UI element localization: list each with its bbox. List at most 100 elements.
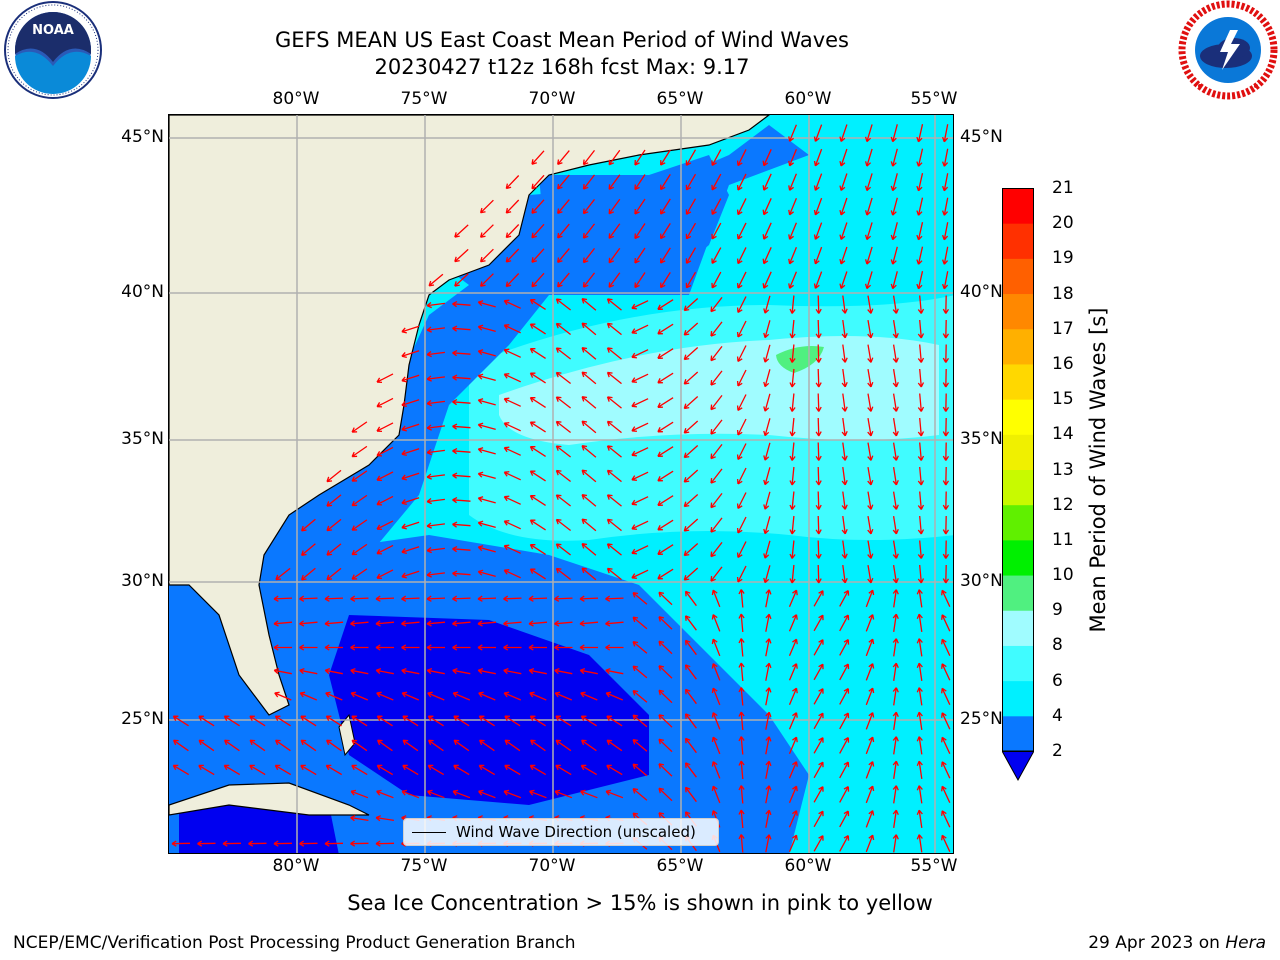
direction-arrow	[401, 521, 420, 530]
direction-arrow	[865, 785, 875, 804]
footer-date: 29 Apr 2023 on Hera	[1088, 933, 1266, 953]
direction-arrow	[478, 789, 496, 799]
direction-arrow	[710, 468, 723, 484]
direction-arrow	[605, 595, 624, 602]
direction-arrow	[916, 638, 923, 657]
direction-arrow	[710, 419, 723, 435]
direction-arrow	[789, 540, 796, 559]
colorbar-under-extension	[1002, 750, 1034, 782]
direction-arrow	[477, 300, 496, 308]
direction-arrow	[634, 174, 646, 191]
direction-arrow	[658, 714, 673, 728]
direction-arrow	[765, 809, 772, 828]
direction-arrow	[631, 471, 649, 481]
direction-arrow	[867, 540, 874, 559]
direction-arrow	[736, 565, 747, 583]
direction-arrow	[273, 620, 293, 627]
direction-arrow	[581, 396, 597, 409]
direction-arrow	[581, 469, 597, 483]
direction-arrow	[839, 614, 850, 632]
colorbar-tick: 8	[1052, 635, 1063, 656]
direction-arrow	[478, 691, 496, 701]
direction-arrow	[401, 448, 420, 457]
direction-arrow	[426, 546, 445, 554]
direction-arrow	[765, 613, 772, 632]
direction-arrow	[660, 198, 671, 215]
direction-arrow	[890, 148, 898, 167]
direction-arrow	[657, 372, 674, 384]
direction-arrow	[657, 446, 674, 457]
map-canvas	[169, 115, 953, 853]
direction-arrow	[660, 174, 671, 191]
direction-arrow	[631, 545, 649, 555]
direction-arrow	[529, 715, 546, 727]
direction-arrow	[505, 199, 520, 214]
direction-arrow	[173, 739, 189, 752]
direction-arrow	[452, 448, 471, 455]
direction-arrow	[658, 591, 673, 606]
direction-arrow	[941, 589, 951, 607]
direction-arrow	[608, 247, 621, 264]
direction-arrow	[580, 789, 598, 799]
direction-arrow	[684, 786, 697, 803]
direction-arrow	[503, 520, 521, 530]
direction-arrow	[631, 349, 649, 359]
direction-arrow	[557, 272, 570, 288]
direction-arrow	[942, 442, 950, 461]
direction-arrow	[580, 715, 597, 727]
direction-arrow	[529, 494, 546, 506]
direction-arrow	[428, 273, 444, 287]
colorbar-bin	[1002, 680, 1034, 717]
direction-arrow	[172, 715, 189, 727]
direction-arrow	[581, 371, 597, 385]
direction-arrow	[606, 494, 622, 507]
direction-arrow	[865, 712, 875, 730]
direction-arrow	[557, 199, 570, 215]
direction-arrow	[711, 663, 721, 681]
direction-arrow	[606, 445, 622, 458]
direction-arrow	[710, 346, 723, 362]
direction-arrow	[606, 543, 622, 556]
direction-arrow	[865, 736, 875, 755]
lon-tick-top: 75°W	[400, 89, 448, 109]
direction-arrow	[402, 715, 419, 727]
direction-arrow	[813, 590, 824, 607]
direction-arrow	[892, 442, 899, 461]
direction-arrow	[555, 298, 571, 311]
direction-arrow	[841, 540, 848, 559]
direction-arrow	[890, 124, 898, 143]
lon-tick-bottom: 55°W	[910, 856, 958, 876]
direction-arrow	[841, 344, 848, 363]
direction-arrow	[789, 393, 796, 412]
colorbar-tick: 21	[1052, 178, 1074, 198]
direction-arrow	[765, 662, 772, 681]
direction-arrow	[632, 592, 648, 605]
direction-arrow	[376, 520, 394, 531]
direction-arrow	[426, 644, 445, 651]
direction-arrow	[815, 540, 822, 559]
direction-arrow	[529, 396, 546, 408]
direction-arrow	[632, 714, 648, 728]
direction-arrow	[554, 691, 573, 701]
direction-arrow	[942, 319, 950, 339]
direction-arrow	[579, 595, 599, 602]
direction-arrow	[813, 761, 824, 779]
direction-arrow	[684, 713, 697, 729]
colorbar-tick: 12	[1052, 494, 1074, 515]
direction-arrow	[631, 324, 649, 334]
direction-arrow	[375, 644, 394, 651]
direction-arrow	[765, 760, 772, 779]
direction-arrow	[503, 324, 521, 334]
direction-arrow	[813, 271, 823, 289]
legend-label: Wind Wave Direction (unscaled)	[456, 823, 696, 841]
direction-arrow	[579, 644, 598, 651]
direction-arrow	[738, 834, 745, 853]
direction-arrow	[273, 595, 293, 602]
direction-arrow	[941, 173, 949, 192]
direction-arrow	[892, 589, 899, 608]
direction-arrow	[658, 689, 673, 704]
direction-arrow	[916, 785, 923, 804]
contour-9-10s	[776, 346, 824, 373]
direction-arrow	[736, 320, 747, 338]
direction-arrow	[916, 834, 923, 853]
